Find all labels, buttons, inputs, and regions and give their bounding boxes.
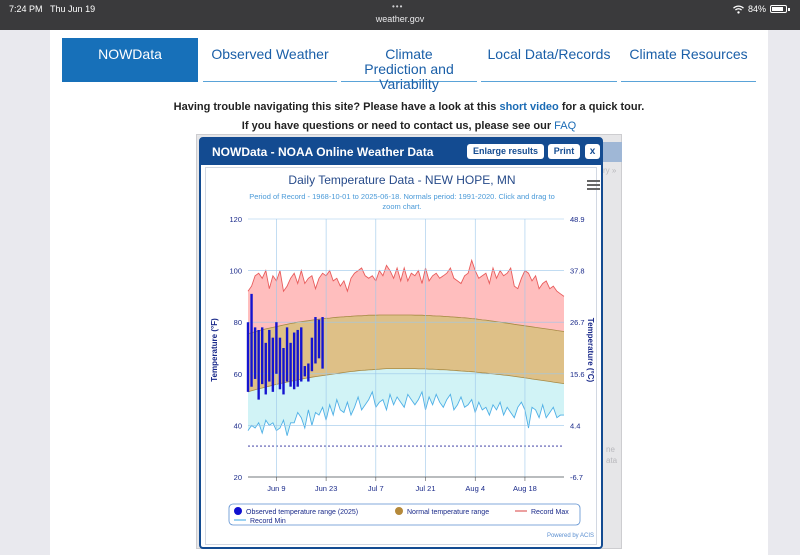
x-tick-label: Jul 7 (368, 484, 384, 493)
close-icon[interactable]: x (585, 144, 600, 159)
status-time: 7:24 PM Thu Jun 19 (9, 4, 96, 14)
faq-link[interactable]: FAQ (554, 120, 577, 132)
chart-credits[interactable]: Powered by ACIS (547, 533, 594, 539)
y-tick-left: 120 (229, 215, 242, 224)
record-min-area (248, 368, 564, 436)
y-tick-right: 15.6 (570, 370, 585, 379)
chart-subtitle-1: Period of Record - 1968-10-01 to 2025-06… (249, 192, 555, 201)
legend-observed[interactable]: Observed temperature range (2025) (246, 509, 358, 516)
legend-normal[interactable]: Normal temperature range (407, 509, 489, 516)
x-tick-label: Jun 23 (315, 484, 338, 493)
tab-observed-weather[interactable]: Observed Weather (203, 38, 337, 82)
notice-line-2: If you have questions or need to contact… (241, 120, 577, 132)
chart-container: 120 48.9 100 37.8 80 26.7 60 15.6 40 4.4 20 -6.7 Jun… (205, 167, 600, 546)
chart-legend: Observed temperature range (2025) Normal… (228, 503, 581, 526)
x-tick-label: Jul 21 (416, 484, 436, 493)
y-tick-left: 40 (234, 421, 242, 430)
nowdata-dialog: NOWData - NOAA Online Weather Data Enlar… (199, 137, 603, 549)
x-tick-label: Aug 4 (465, 484, 485, 493)
y-tick-left: 100 (229, 267, 242, 276)
y-axis-label-right: Temperature (°C) (586, 318, 595, 383)
legend-record-max[interactable]: Record Max (531, 509, 569, 516)
short-video-link[interactable]: short video (499, 101, 559, 113)
chart-title: Daily Temperature Data - NEW HOPE, MN (288, 173, 515, 187)
dialog-title: NOWData - NOAA Online Weather Data (212, 145, 434, 159)
print-button[interactable]: Print (548, 144, 580, 159)
y-axis-label-left: Temperature (°F) (210, 318, 219, 382)
battery-percent: 84% (747, 4, 766, 14)
tab-climate-resources[interactable]: Climate Resources (621, 38, 756, 82)
battery-tip (788, 7, 790, 11)
legend-observed-marker[interactable] (234, 507, 242, 515)
y-tick-left: 80 (234, 318, 242, 327)
y-tick-right: 4.4 (570, 421, 580, 430)
more-dots-icon[interactable]: ••• (392, 2, 404, 11)
background-text-1: ry » (603, 166, 617, 175)
page: NOWData Observed Weather Climate Predict… (50, 30, 768, 555)
temperature-chart[interactable]: 120 48.9 100 37.8 80 26.7 60 15.6 40 4.4 20 -6.7 Jun… (206, 168, 598, 546)
chart-menu-icon[interactable] (587, 180, 600, 190)
legend-normal-marker[interactable] (395, 507, 403, 515)
record-min-line (247, 390, 564, 436)
status-right: 84% (733, 4, 790, 14)
address-url[interactable]: weather.gov (375, 14, 425, 24)
battery-icon (770, 5, 787, 13)
normal-high-line (247, 314, 565, 335)
x-tick-label: Aug 18 (513, 484, 537, 493)
wifi-icon (733, 4, 744, 14)
tab-nowdata[interactable]: NOWData (62, 38, 198, 82)
status-bar: 7:24 PM Thu Jun 19 ••• weather.gov 84% (0, 0, 800, 30)
tab-local-data-records[interactable]: Local Data/Records (481, 38, 617, 82)
y-tick-left: 60 (234, 370, 242, 379)
enlarge-results-button[interactable]: Enlarge results (467, 144, 544, 159)
y-tick-right: -6.7 (570, 473, 583, 482)
record-max-area (248, 260, 564, 334)
nav-tabs: NOWData Observed Weather Climate Predict… (62, 38, 756, 92)
notice-line-1: Having trouble navigating this site? Ple… (173, 101, 645, 113)
x-tick-label: Jun 9 (267, 484, 285, 493)
record-max-line (247, 258, 565, 297)
y-tick-right: 26.7 (570, 318, 585, 327)
dialog-header: NOWData - NOAA Online Weather Data Enlar… (201, 139, 601, 165)
y-tick-right: 37.8 (570, 267, 585, 276)
y-tick-right: 48.9 (570, 215, 585, 224)
chart-subtitle-2: zoom chart. (382, 202, 421, 211)
legend-record-min[interactable]: Record Min (250, 518, 286, 525)
tab-climate-prediction[interactable]: Climate Prediction and Variability (341, 38, 477, 92)
background-text-2: ne (606, 445, 615, 454)
background-panel-header (603, 142, 622, 162)
y-tick-left: 20 (234, 473, 242, 482)
background-text-3: ata (606, 456, 618, 465)
